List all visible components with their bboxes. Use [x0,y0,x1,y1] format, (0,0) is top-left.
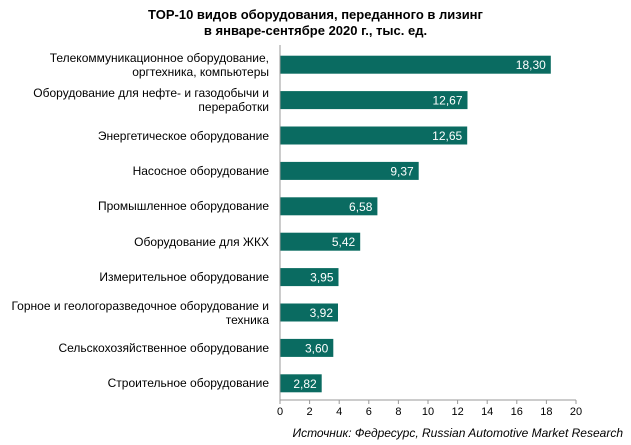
x-tick-label-20: 20 [570,406,582,418]
category-label-line: переработки [198,100,269,115]
bar-5 [280,197,378,216]
category-label-4: Насосное оборудование [0,164,269,178]
bar-10 [280,374,322,393]
value-label-2: 12,67 [432,94,462,108]
x-tick-label-10: 10 [422,406,434,418]
source-note: Источник: Федресурс, Russian Automotive … [292,426,623,440]
value-label-6: 5,42 [332,235,356,249]
category-label-line: Оборудование для ЖКХ [134,234,269,249]
chart-title-line-1: TOP-10 видов оборудования, переданного в… [148,7,483,22]
x-tick-label-8: 8 [395,406,401,418]
bar-8 [280,303,338,322]
category-label-6: Оборудование для ЖКХ [0,235,269,249]
bar-3 [280,126,468,145]
category-label-10: Строительное оборудование [0,376,269,390]
chart-title: TOP-10 видов оборудования, переданного в… [0,7,631,39]
category-label-line: Оборудование для нефте- и газодобычи и [33,86,269,101]
bar-6 [280,232,361,251]
category-label-8: Горное и геологоразведочное оборудование… [0,299,269,327]
value-label-5: 6,58 [349,200,373,214]
category-label-9: Сельскохозяйственное оборудование [0,341,269,355]
x-tick-label-0: 0 [277,406,283,418]
chart-title-line-2: в январе-сентябре 2020 г., тыс. ед. [203,23,428,38]
value-label-9: 3,60 [305,341,329,355]
value-label-7: 3,95 [310,271,334,285]
category-label-2: Оборудование для нефте- и газодобычи и пе… [0,86,269,114]
category-label-line: Насосное оборудование [132,163,269,178]
category-label-line: Энергетическое оборудование [97,128,269,143]
category-label-1: Телекоммуникационное оборудование, оргтех… [0,51,269,79]
x-tick-label-6: 6 [366,406,372,418]
bar-1 [280,55,551,74]
bar-9 [280,338,334,357]
x-tick-label-12: 12 [451,406,463,418]
value-label-8: 3,92 [310,306,334,320]
category-label-3: Энергетическое оборудование [0,129,269,143]
category-label-line: Телекоммуникационное оборудование, [49,50,269,65]
x-tick-label-18: 18 [540,406,552,418]
category-label-line: Измерительное оборудование [99,270,269,285]
category-label-line: Промышленное оборудование [97,199,269,214]
category-label-7: Измерительное оборудование [0,270,269,284]
value-label-4: 9,37 [390,164,414,178]
bar-4 [280,161,419,180]
value-label-1: 18,30 [516,58,546,72]
category-label-line: Сельскохозяйственное оборудование [58,340,269,355]
value-label-10: 2,82 [293,377,317,391]
category-label-5: Промышленное оборудование [0,199,269,213]
value-label-3: 12,65 [432,129,462,143]
x-tick-label-14: 14 [481,406,493,418]
bar-7 [280,268,339,287]
category-label-line: Горное и геологоразведочное оборудование… [11,298,269,313]
category-label-line: оргтехника, компьютеры [132,64,269,79]
category-label-line: Строительное оборудование [107,376,269,391]
x-tick-label-4: 4 [336,406,342,418]
bar-2 [280,91,468,110]
x-tick-label-2: 2 [307,406,313,418]
category-label-line: техника [225,312,269,327]
x-tick-label-16: 16 [511,406,523,418]
